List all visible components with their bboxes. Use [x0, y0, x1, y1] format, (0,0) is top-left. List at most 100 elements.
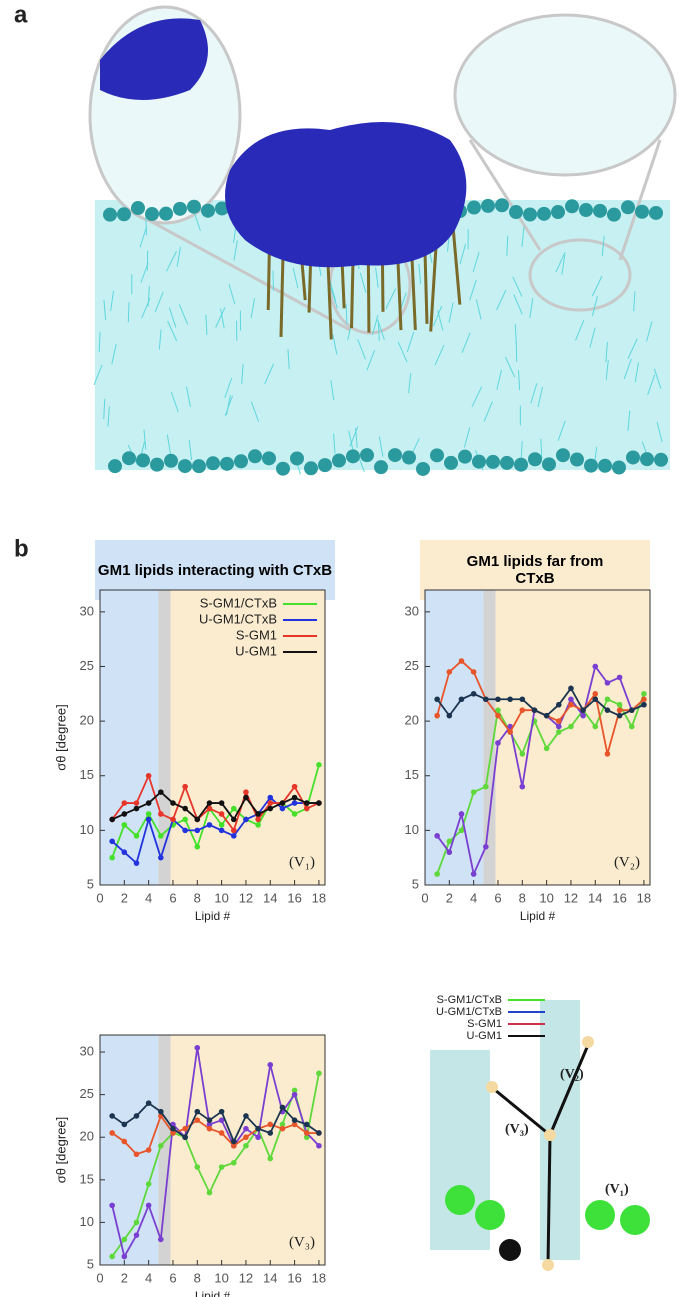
atom	[585, 1200, 615, 1230]
atom	[582, 1036, 594, 1048]
vector	[494, 1088, 551, 1137]
point	[458, 696, 465, 703]
y-tick-label: 10	[80, 822, 94, 837]
point	[194, 816, 201, 823]
headgroup	[584, 458, 598, 473]
region	[158, 590, 171, 885]
y-tick-label: 30	[80, 603, 94, 618]
point	[279, 800, 286, 806]
lipid-tail	[561, 254, 566, 275]
lipid-tail	[540, 438, 543, 459]
zoom-ring	[528, 238, 632, 312]
headgroup	[514, 457, 528, 472]
point	[316, 1142, 322, 1149]
headgroup	[304, 461, 318, 476]
lipid-tail	[397, 341, 408, 363]
point	[495, 696, 501, 703]
lipid-tail	[378, 436, 384, 457]
point	[628, 723, 635, 730]
lipid-tail	[93, 364, 103, 386]
point	[121, 811, 128, 817]
lipid-tail	[557, 420, 566, 441]
x-tick-label: 14	[263, 890, 277, 905]
x-axis-title: Lipid #	[195, 909, 231, 923]
point	[206, 1125, 213, 1132]
lipid-tail	[475, 299, 482, 320]
x-axis-title: Lipid #	[195, 1289, 231, 1297]
x-tick-label: 2	[121, 1270, 128, 1285]
lipid-tail	[111, 344, 117, 365]
point	[255, 1125, 261, 1132]
point	[568, 685, 574, 692]
headgroup	[607, 207, 621, 222]
point	[109, 1253, 115, 1260]
point	[218, 1130, 225, 1136]
headgroup	[206, 456, 220, 471]
point	[316, 800, 322, 806]
y-tick-label: 30	[405, 603, 419, 618]
y-tick-label: 20	[405, 713, 419, 728]
point	[555, 729, 562, 735]
point	[194, 1117, 201, 1123]
point	[543, 745, 550, 752]
headgroup	[262, 451, 276, 466]
lipid-tail	[385, 288, 396, 309]
x-tick-label: 16	[287, 1270, 301, 1285]
headgroup	[565, 199, 579, 214]
lipid-tail	[145, 215, 148, 236]
point	[446, 669, 453, 675]
point	[279, 1121, 286, 1128]
headgroup	[598, 458, 612, 473]
lipid-tail	[139, 226, 147, 248]
lipid-tail	[530, 383, 538, 404]
lipid-tail	[330, 380, 335, 401]
region	[170, 1035, 325, 1265]
atom	[542, 1259, 554, 1271]
point	[470, 669, 477, 675]
point	[267, 794, 274, 801]
lipid-tail	[357, 338, 366, 360]
point	[267, 1121, 274, 1128]
headgroup	[495, 198, 509, 213]
point	[519, 783, 526, 790]
point	[555, 701, 562, 708]
x-tick-label: 12	[239, 890, 253, 905]
annotation: (V₃)	[289, 1234, 315, 1250]
point	[519, 696, 526, 703]
point	[279, 805, 286, 812]
point	[495, 740, 501, 746]
point	[109, 1130, 115, 1136]
headgroup	[537, 206, 551, 221]
vector	[548, 1044, 590, 1136]
point	[109, 1113, 115, 1119]
point	[218, 827, 225, 834]
headgroup	[159, 206, 173, 221]
lipid-tail	[168, 307, 177, 328]
point	[279, 1125, 286, 1132]
point	[641, 690, 647, 697]
x-tick-label: 14	[588, 890, 602, 905]
headgroup	[640, 452, 654, 467]
lipid-tail	[633, 291, 636, 312]
lipid-tail	[504, 356, 516, 378]
lipid-tail	[605, 341, 608, 363]
lipid-tail	[166, 434, 172, 455]
x-tick-label: 10	[539, 890, 553, 905]
lipid-tail	[178, 304, 189, 325]
headgroup	[131, 201, 145, 216]
point	[230, 816, 237, 823]
headgroup	[556, 448, 570, 463]
headgroup	[248, 449, 262, 464]
lipid-tail	[292, 267, 299, 289]
point	[145, 811, 152, 817]
point	[182, 805, 188, 812]
lipid-tail	[170, 391, 179, 413]
point	[206, 805, 213, 812]
headgroup	[402, 450, 416, 465]
x-tick-label: 18	[312, 890, 326, 905]
x-tick-label: 14	[263, 1270, 277, 1285]
point	[519, 707, 526, 713]
lipid-tail	[143, 429, 147, 450]
point	[121, 1121, 128, 1128]
